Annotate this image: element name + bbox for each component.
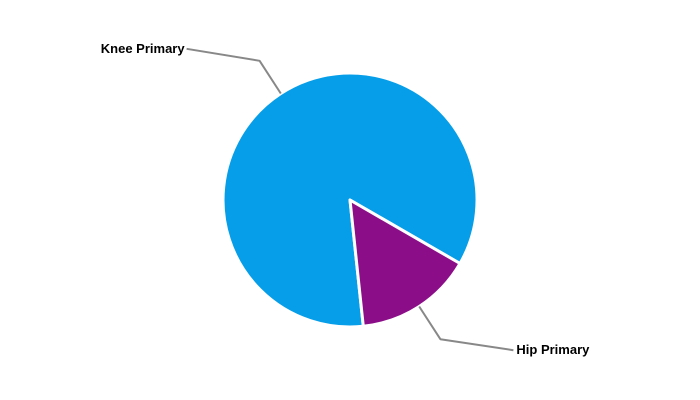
leader-line-knee-primary xyxy=(186,47,282,95)
leader-line-hip-primary xyxy=(418,305,514,352)
label-knee-primary: Knee Primary xyxy=(101,41,186,56)
slice-labels: Knee Primary Hip Primary xyxy=(101,41,590,357)
leader-lines xyxy=(186,47,514,352)
pie-slice-hip-primary[interactable] xyxy=(348,198,462,328)
pie-slices xyxy=(221,71,479,329)
label-hip-primary: Hip Primary xyxy=(516,342,590,357)
